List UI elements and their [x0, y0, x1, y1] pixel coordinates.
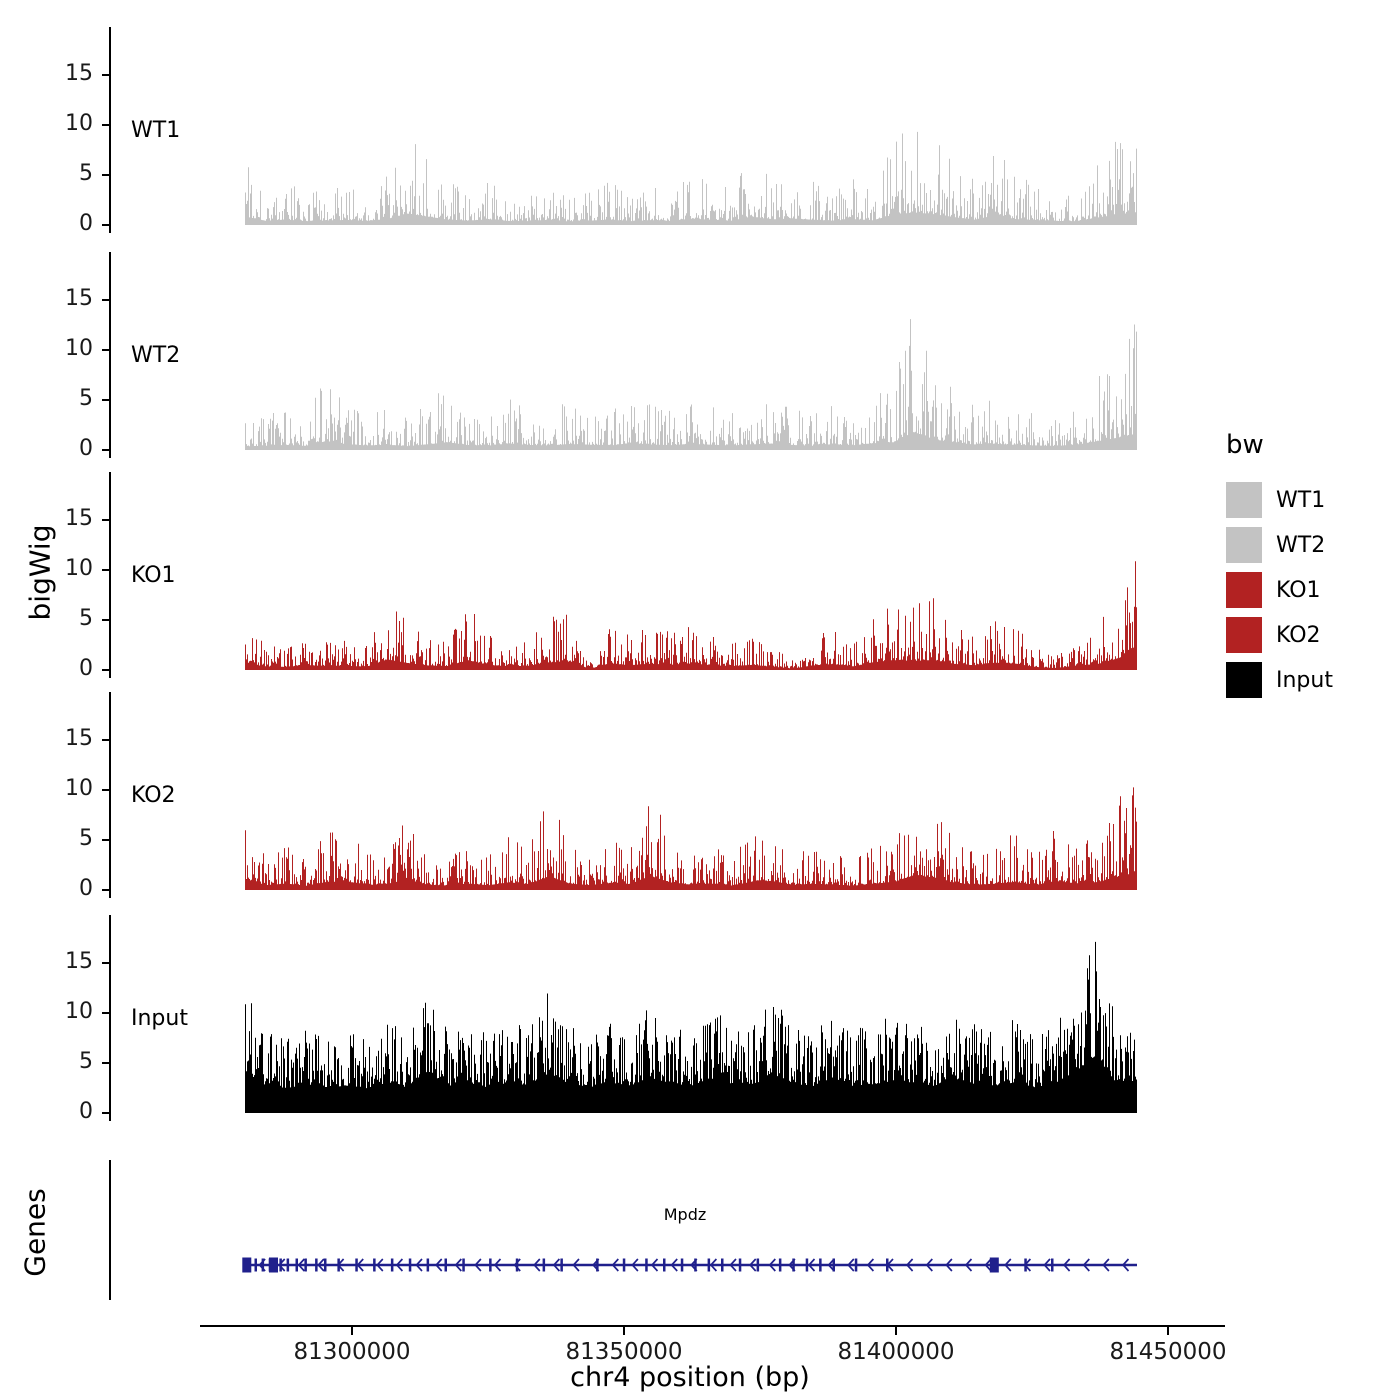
y-axis-tick	[102, 789, 109, 791]
legend-swatch-wt1	[1226, 482, 1262, 518]
legend-entry: KO1	[1226, 572, 1333, 608]
genes-panel-axis-line	[109, 1160, 111, 1300]
y-axis-tick-label: 0	[79, 1099, 93, 1124]
y-axis-tick	[102, 839, 109, 841]
y-axis-tick	[102, 889, 109, 891]
x-axis-title: chr4 position (bp)	[570, 1362, 810, 1393]
y-axis-tick-label: 0	[79, 656, 93, 681]
y-axis-tick-label: 0	[79, 436, 93, 461]
y-axis-tick	[102, 739, 109, 741]
legend-label: Input	[1276, 667, 1333, 693]
track-label-WT2: WT2	[131, 343, 181, 368]
track-axis-line-WT1	[109, 27, 111, 233]
legend-entry: Input	[1226, 662, 1333, 698]
y-axis-tick	[102, 519, 109, 521]
track-axis-line-KO1	[109, 472, 111, 678]
y-axis-title-genes: Genes	[18, 1188, 52, 1277]
y-axis-tick-label: 10	[65, 776, 93, 801]
y-axis-tick	[102, 619, 109, 621]
y-axis-tick-label: 10	[65, 556, 93, 581]
track-signal-Input	[245, 941, 1137, 1113]
y-axis-tick	[102, 124, 109, 126]
y-axis-tick	[102, 962, 109, 964]
legend-label: WT1	[1276, 487, 1326, 513]
legend-entry: WT1	[1226, 482, 1333, 518]
y-axis-tick-label: 5	[79, 1049, 93, 1074]
y-axis-tick-label: 15	[65, 949, 93, 974]
x-axis-tick	[1167, 1327, 1169, 1335]
legend: bw WT1 WT2 KO1 KO2 Input	[1226, 430, 1333, 707]
track-axis-line-WT2	[109, 252, 111, 458]
legend-label: KO2	[1276, 622, 1321, 648]
track-label-KO2: KO2	[131, 783, 176, 808]
gene-model-track	[242, 1257, 1137, 1273]
y-axis-tick	[102, 299, 109, 301]
legend-swatch-input	[1226, 662, 1262, 698]
legend-entry: WT2	[1226, 527, 1333, 563]
legend-swatch-ko1	[1226, 572, 1262, 608]
x-axis-tick-label: 81350000	[565, 1339, 683, 1365]
y-axis-tick	[102, 399, 109, 401]
y-axis-tick	[102, 1112, 109, 1114]
y-axis-tick-label: 5	[79, 606, 93, 631]
track-label-Input: Input	[131, 1006, 188, 1031]
y-axis-tick	[102, 1012, 109, 1014]
legend-swatch-wt2	[1226, 527, 1262, 563]
legend-title: bw	[1226, 430, 1264, 460]
track-label-WT1: WT1	[131, 118, 181, 143]
y-axis-tick	[102, 174, 109, 176]
y-axis-tick	[102, 224, 109, 226]
track-label-KO1: KO1	[131, 563, 176, 588]
y-axis-tick-label: 0	[79, 211, 93, 236]
track-signal-KO2	[245, 787, 1137, 890]
y-axis-tick-label: 15	[65, 506, 93, 531]
y-axis-tick	[102, 349, 109, 351]
y-axis-tick	[102, 449, 109, 451]
y-axis-tick	[102, 74, 109, 76]
legend-label: WT2	[1276, 532, 1326, 558]
legend-label: KO1	[1276, 577, 1321, 603]
y-axis-tick-label: 15	[65, 726, 93, 751]
y-axis-tick-label: 15	[65, 61, 93, 86]
x-axis-line	[200, 1325, 1225, 1327]
x-axis-tick-label: 81450000	[1109, 1339, 1227, 1365]
y-axis-tick	[102, 1062, 109, 1064]
y-axis-tick-label: 15	[65, 286, 93, 311]
gene-name-label: Mpdz	[663, 1205, 707, 1224]
y-axis-tick-label: 5	[79, 826, 93, 851]
legend-swatch-ko2	[1226, 617, 1262, 653]
x-axis-tick	[623, 1327, 625, 1335]
y-axis-tick-label: 10	[65, 336, 93, 361]
x-axis-tick	[351, 1327, 353, 1335]
track-axis-line-Input	[109, 915, 111, 1121]
y-axis-tick	[102, 669, 109, 671]
y-axis-tick-label: 5	[79, 386, 93, 411]
track-signal-WT2	[245, 319, 1137, 450]
track-axis-line-KO2	[109, 692, 111, 898]
x-axis-tick-label: 81300000	[293, 1339, 411, 1365]
y-axis-tick-label: 0	[79, 876, 93, 901]
legend-entry: KO2	[1226, 617, 1333, 653]
y-axis-tick-label: 5	[79, 161, 93, 186]
y-axis-tick	[102, 569, 109, 571]
track-signal-KO1	[245, 561, 1137, 670]
x-axis-tick	[895, 1327, 897, 1335]
track-signal-WT1	[245, 131, 1137, 225]
y-axis-tick-label: 10	[65, 111, 93, 136]
x-axis-tick-label: 81400000	[837, 1339, 955, 1365]
y-axis-tick-label: 10	[65, 999, 93, 1024]
